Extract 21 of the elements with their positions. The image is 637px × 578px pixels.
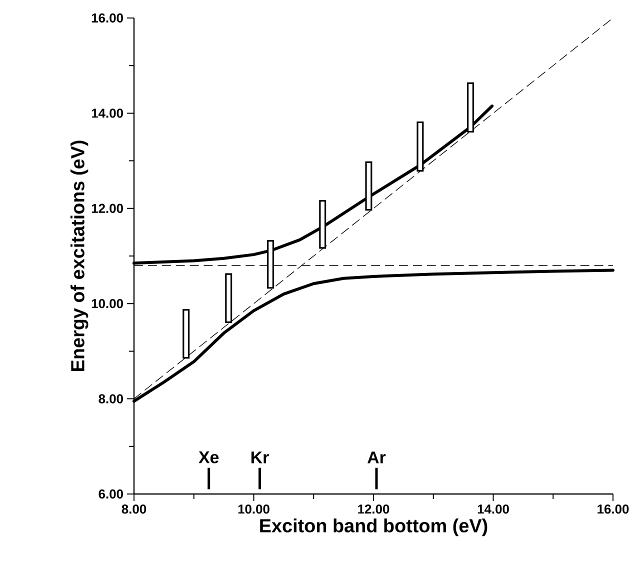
x-tick-label: 16.00 [598,504,629,514]
bar [319,200,326,249]
y-tick-label: 10.00 [92,299,123,308]
x-tick-label: 8.00 [122,504,146,514]
y-tick-label: 14.00 [92,108,123,118]
y-tick-label: 8.00 [98,394,123,404]
x-tick-label: 10.00 [238,504,270,514]
bar [182,308,190,359]
bar [416,121,424,172]
bar [225,273,232,323]
bar [365,161,372,211]
ref-line-label: Xe [198,451,219,464]
x-tick-label: 14.00 [478,504,509,514]
ref-line-label: Kr [251,452,269,464]
x-tick-label: 12.00 [358,504,390,514]
ref-line-label: Ar [368,452,386,464]
y-tick-label: 12.00 [92,204,123,213]
x-axis-title: Exciton band bottom (eV) [260,518,488,536]
y-tick-label: 16.00 [92,13,123,23]
y-tick-label: 6.00 [98,489,123,499]
y-axis-title: Energy of excitations (eV) [70,140,88,371]
